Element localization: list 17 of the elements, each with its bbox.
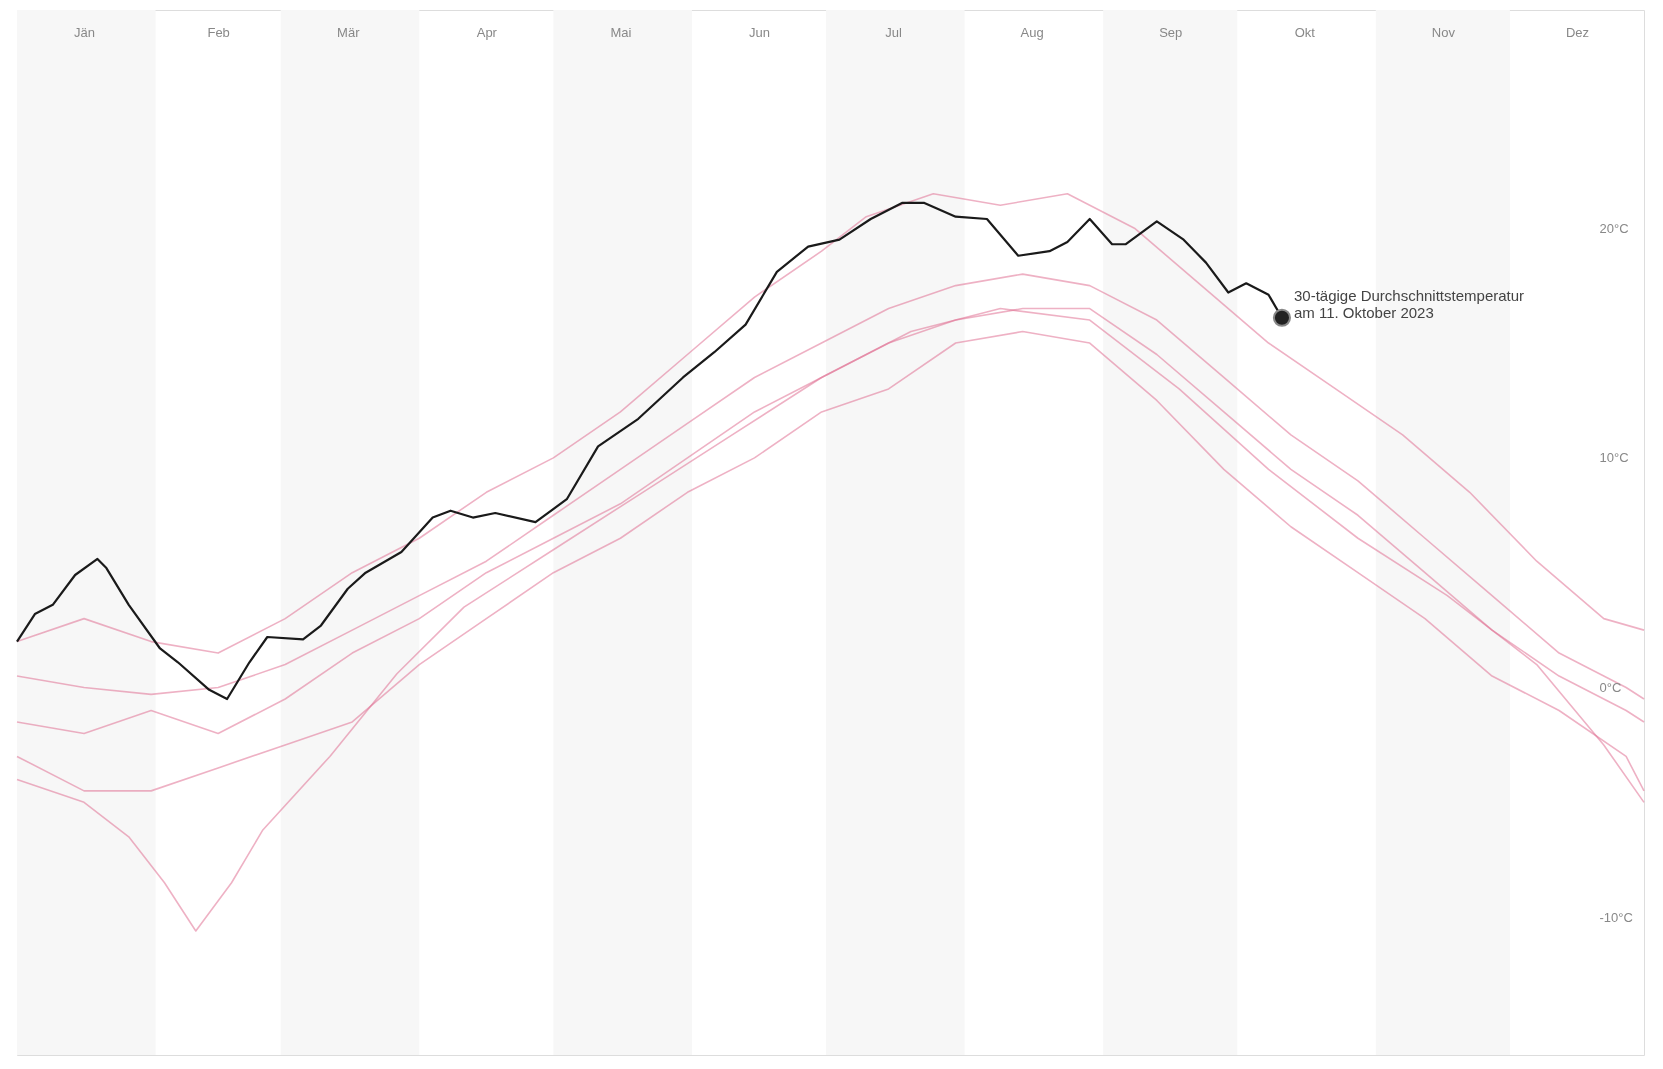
x-tick-label: Mär xyxy=(337,24,361,40)
x-tick-label: Aug xyxy=(1020,24,1044,40)
y-tick-label: 0°C xyxy=(1599,680,1622,696)
y-tick-label: 10°C xyxy=(1599,450,1629,466)
y-tick-label: -10°C xyxy=(1599,909,1633,925)
annotation: 30-tägige Durchschnittstemperatur am 11. Oktober 2023 xyxy=(1293,286,1525,321)
x-tick-label: Jul xyxy=(885,24,902,40)
y-tick-label: 20°C xyxy=(1599,220,1629,236)
x-tick-label: Jun xyxy=(749,24,770,40)
x-tick-label: Okt xyxy=(1294,24,1316,40)
x-tick-label: Feb xyxy=(207,24,230,40)
x-tick-label: Mai xyxy=(610,24,632,40)
x-tick-label: Dez xyxy=(1565,24,1590,40)
x-tick-label: Jän xyxy=(74,24,96,40)
x-tick-label: Nov xyxy=(1431,24,1456,40)
x-tick-label: Apr xyxy=(476,24,498,40)
x-tick-label: Sep xyxy=(1159,24,1183,40)
